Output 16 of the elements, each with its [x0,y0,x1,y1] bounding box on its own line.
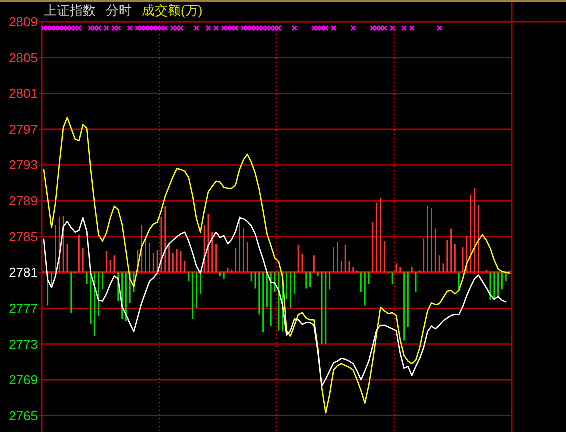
chart-subtitle: 分时 [106,3,132,18]
y-tick-label: 2809 [9,14,38,30]
y-tick-label: 2793 [9,158,38,173]
line-series [43,217,507,387]
y-tick-label: 2781 [9,265,38,280]
y-tick-label: 2777 [9,300,38,316]
text: 成交额(万) [142,3,203,18]
y-tick-label: 2805 [9,50,38,66]
y-tick-label: 2773 [9,336,38,352]
y-tick-label: 2765 [9,408,38,424]
y-tick-label: 2801 [9,86,38,102]
chart-title: 上证指数 [44,3,96,18]
y-tick-label: 2789 [9,194,38,209]
y-tick-label: 2797 [9,122,38,137]
y-tick-label: 2769 [9,372,38,388]
y-tick-label: 2785 [9,229,38,244]
